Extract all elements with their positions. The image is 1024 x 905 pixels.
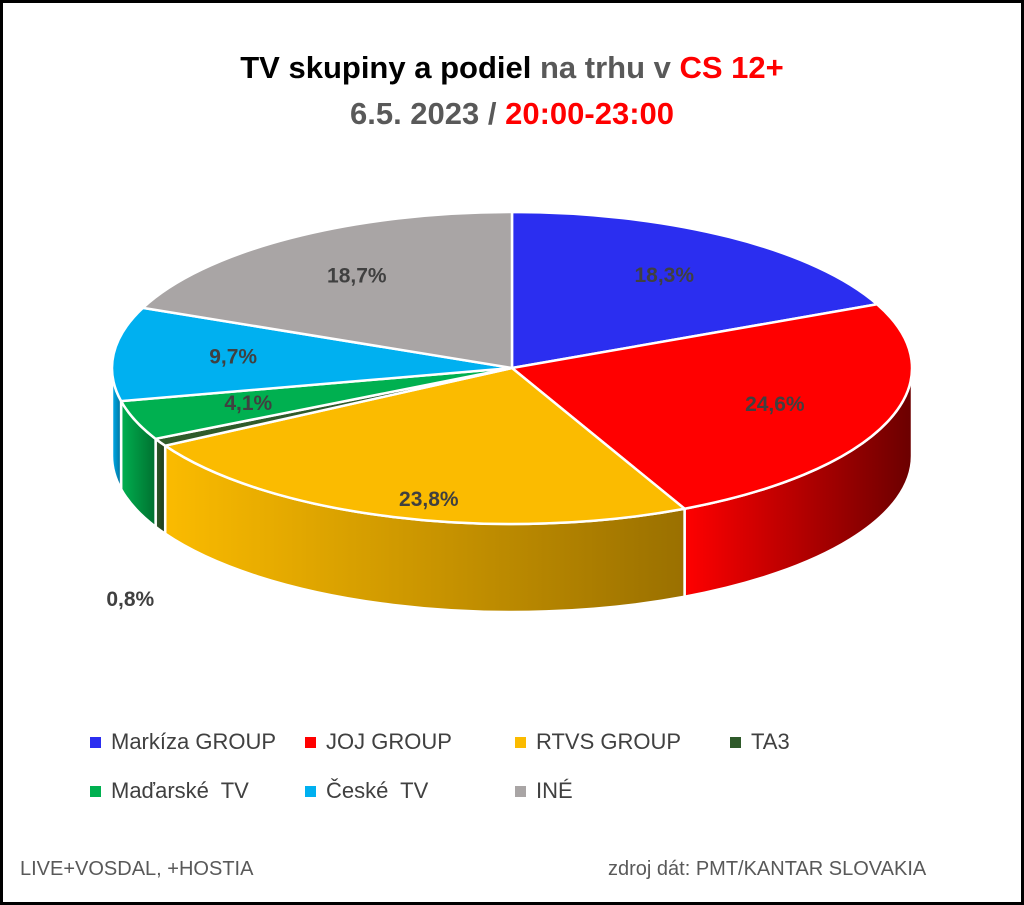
legend-label: TA3 (751, 729, 790, 754)
legend-swatch (305, 785, 316, 797)
legend-item-rtvs-group: RTVS GROUP (515, 729, 681, 755)
legend-item-ine: INÉ (515, 778, 573, 804)
pie-slice-ine (141, 210, 514, 370)
pie-side-ta3 (154, 436, 167, 537)
footer-note: LIVE+VOSDAL, +HOSTIA (20, 858, 254, 880)
legend-item-ta3: TA3 (730, 729, 790, 755)
data-label-rtvs-group: 23,8% (399, 488, 459, 511)
legend-item-madarske-tv: Maďarské TV (90, 778, 249, 804)
legend-swatch (515, 785, 526, 797)
chart-title: TV skupiny a podiel na trhu v CS 12+ (0, 50, 1024, 86)
title-part1: TV skupiny a podiel (240, 50, 532, 85)
legend-item-joj-group: JOJ GROUP (305, 729, 452, 755)
legend-label: JOJ GROUP (326, 729, 452, 754)
legend-item-markiza-group: Markíza GROUP (90, 729, 276, 755)
legend-swatch (90, 736, 101, 748)
subtitle-part2: 20:00-23:00 (505, 96, 675, 131)
chart-subtitle: 6.5. 2023 / 20:00-23:00 (0, 96, 1024, 132)
footer-source: zdroj dát: PMT/KANTAR SLOVAKIA (608, 858, 927, 880)
pie-slice-markiza-group (510, 210, 879, 370)
data-label-ta3: 0,8% (106, 588, 154, 611)
legend-swatch (90, 785, 101, 797)
legend-label: RTVS GROUP (536, 729, 682, 754)
legend-swatch (730, 736, 741, 748)
data-label-ceske-tv: 9,7% (209, 346, 257, 369)
legend-label: České TV (326, 778, 429, 803)
data-label-ine: 18,7% (327, 265, 387, 288)
data-label-madarske-tv: 4,1% (224, 392, 272, 415)
pie-slice-joj-group (510, 303, 914, 510)
legend-label: Maďarské TV (111, 778, 249, 803)
subtitle-part1: 6.5. 2023 / (349, 96, 506, 131)
legend-label: INÉ (536, 778, 573, 803)
title-part2: na trhu v (531, 50, 680, 85)
title-part3: CS 12+ (679, 50, 784, 85)
legend-label: Markíza GROUP (111, 729, 277, 754)
data-label-joj-group: 24,6% (745, 393, 805, 416)
legend-swatch (305, 736, 316, 748)
data-label-markiza-group: 18,3% (634, 264, 694, 287)
pie-slice-ceske-tv (110, 306, 514, 403)
legend-swatch (515, 736, 526, 748)
legend-item-ceske-tv: České TV (305, 778, 428, 804)
pie-slice-rtvs-group (163, 366, 686, 526)
